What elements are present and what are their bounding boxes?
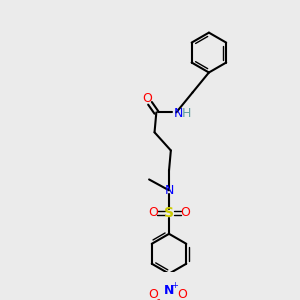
Text: N: N [164, 184, 174, 197]
Text: O: O [148, 206, 158, 220]
Text: +: + [171, 281, 178, 290]
Text: O: O [177, 288, 187, 300]
Text: O: O [180, 206, 190, 220]
Text: -: - [156, 294, 160, 300]
Text: N: N [173, 107, 183, 120]
Text: N: N [164, 284, 174, 296]
Text: O: O [148, 288, 158, 300]
Text: O: O [142, 92, 152, 105]
Text: S: S [164, 206, 174, 220]
Text: H: H [182, 107, 191, 120]
